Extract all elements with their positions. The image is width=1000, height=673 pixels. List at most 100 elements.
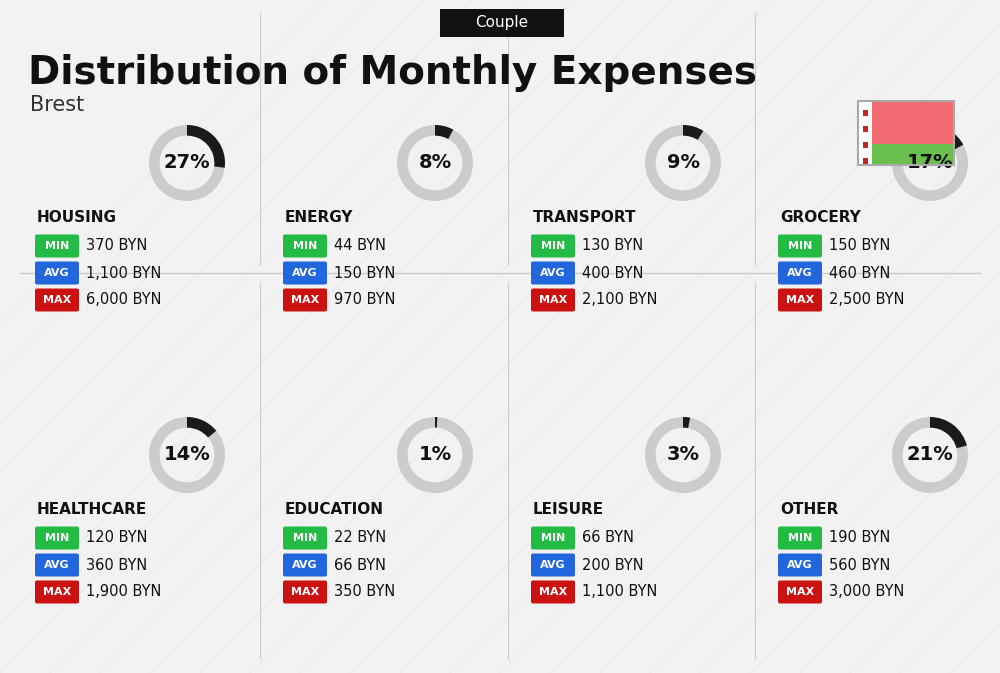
Text: 66 BYN: 66 BYN	[582, 530, 634, 546]
FancyBboxPatch shape	[35, 289, 79, 312]
Text: MAX: MAX	[786, 587, 814, 597]
FancyBboxPatch shape	[778, 262, 822, 285]
FancyBboxPatch shape	[858, 101, 872, 165]
Text: AVG: AVG	[292, 560, 318, 570]
FancyBboxPatch shape	[531, 262, 575, 285]
Text: 150 BYN: 150 BYN	[829, 238, 890, 254]
Text: MAX: MAX	[539, 295, 567, 305]
Wedge shape	[930, 417, 967, 448]
FancyBboxPatch shape	[283, 262, 327, 285]
Text: HEALTHCARE: HEALTHCARE	[37, 503, 147, 518]
Wedge shape	[187, 125, 225, 168]
Text: Distribution of Monthly Expenses: Distribution of Monthly Expenses	[28, 54, 757, 92]
FancyBboxPatch shape	[778, 581, 822, 604]
FancyBboxPatch shape	[778, 553, 822, 577]
Text: ENERGY: ENERGY	[285, 211, 354, 225]
Text: AVG: AVG	[787, 268, 813, 278]
Text: 400 BYN: 400 BYN	[582, 266, 644, 281]
Text: MAX: MAX	[43, 587, 71, 597]
FancyBboxPatch shape	[778, 526, 822, 549]
Text: 17%: 17%	[907, 153, 953, 172]
Text: EDUCATION: EDUCATION	[285, 503, 384, 518]
FancyBboxPatch shape	[863, 127, 868, 131]
Text: MIN: MIN	[788, 533, 812, 543]
Text: MIN: MIN	[541, 533, 565, 543]
Text: 27%: 27%	[164, 153, 210, 172]
Text: 1,900 BYN: 1,900 BYN	[86, 584, 161, 600]
Text: 360 BYN: 360 BYN	[86, 557, 147, 573]
Text: 1,100 BYN: 1,100 BYN	[86, 266, 161, 281]
Text: MIN: MIN	[293, 241, 317, 251]
FancyBboxPatch shape	[283, 581, 327, 604]
Text: 130 BYN: 130 BYN	[582, 238, 643, 254]
Wedge shape	[645, 417, 721, 493]
Text: 460 BYN: 460 BYN	[829, 266, 890, 281]
Text: 6,000 BYN: 6,000 BYN	[86, 293, 162, 308]
Wedge shape	[397, 417, 473, 493]
Wedge shape	[435, 417, 437, 428]
FancyBboxPatch shape	[858, 101, 954, 144]
Wedge shape	[892, 125, 968, 201]
Wedge shape	[149, 125, 225, 201]
FancyBboxPatch shape	[283, 289, 327, 312]
Text: 14%: 14%	[164, 446, 210, 464]
Text: 190 BYN: 190 BYN	[829, 530, 890, 546]
Text: 970 BYN: 970 BYN	[334, 293, 396, 308]
Wedge shape	[683, 417, 690, 428]
FancyBboxPatch shape	[863, 158, 868, 164]
Text: Couple: Couple	[475, 15, 529, 30]
Text: 3%: 3%	[666, 446, 700, 464]
FancyBboxPatch shape	[531, 234, 575, 258]
Text: 9%: 9%	[666, 153, 700, 172]
FancyBboxPatch shape	[283, 526, 327, 549]
FancyBboxPatch shape	[283, 234, 327, 258]
Text: 22 BYN: 22 BYN	[334, 530, 386, 546]
Wedge shape	[435, 125, 453, 139]
Text: OTHER: OTHER	[780, 503, 838, 518]
Text: 560 BYN: 560 BYN	[829, 557, 890, 573]
Text: 2,500 BYN: 2,500 BYN	[829, 293, 904, 308]
Text: 120 BYN: 120 BYN	[86, 530, 148, 546]
FancyBboxPatch shape	[35, 581, 79, 604]
FancyBboxPatch shape	[778, 289, 822, 312]
Text: 2,100 BYN: 2,100 BYN	[582, 293, 658, 308]
Wedge shape	[892, 417, 968, 493]
Wedge shape	[930, 125, 963, 150]
FancyBboxPatch shape	[858, 144, 954, 165]
FancyBboxPatch shape	[863, 143, 868, 147]
FancyBboxPatch shape	[531, 553, 575, 577]
Text: Brest: Brest	[30, 95, 84, 115]
Text: AVG: AVG	[44, 268, 70, 278]
Wedge shape	[187, 417, 216, 437]
Text: 8%: 8%	[418, 153, 452, 172]
Text: MIN: MIN	[45, 533, 69, 543]
Text: AVG: AVG	[292, 268, 318, 278]
FancyBboxPatch shape	[531, 526, 575, 549]
Text: 66 BYN: 66 BYN	[334, 557, 386, 573]
FancyBboxPatch shape	[35, 526, 79, 549]
FancyBboxPatch shape	[778, 234, 822, 258]
Text: 200 BYN: 200 BYN	[582, 557, 644, 573]
Text: HOUSING: HOUSING	[37, 211, 117, 225]
Text: MAX: MAX	[291, 295, 319, 305]
FancyBboxPatch shape	[863, 110, 868, 116]
FancyBboxPatch shape	[35, 553, 79, 577]
Text: 150 BYN: 150 BYN	[334, 266, 395, 281]
Wedge shape	[683, 125, 703, 140]
Text: GROCERY: GROCERY	[780, 211, 861, 225]
Wedge shape	[397, 125, 473, 201]
Text: 1,100 BYN: 1,100 BYN	[582, 584, 657, 600]
FancyBboxPatch shape	[531, 289, 575, 312]
Text: AVG: AVG	[540, 560, 566, 570]
Text: 21%: 21%	[907, 446, 953, 464]
FancyBboxPatch shape	[440, 9, 564, 37]
Text: MAX: MAX	[786, 295, 814, 305]
Text: MAX: MAX	[291, 587, 319, 597]
Text: MIN: MIN	[45, 241, 69, 251]
Text: MIN: MIN	[541, 241, 565, 251]
Text: MAX: MAX	[539, 587, 567, 597]
Text: 3,000 BYN: 3,000 BYN	[829, 584, 904, 600]
FancyBboxPatch shape	[531, 581, 575, 604]
Text: MIN: MIN	[788, 241, 812, 251]
FancyBboxPatch shape	[35, 262, 79, 285]
